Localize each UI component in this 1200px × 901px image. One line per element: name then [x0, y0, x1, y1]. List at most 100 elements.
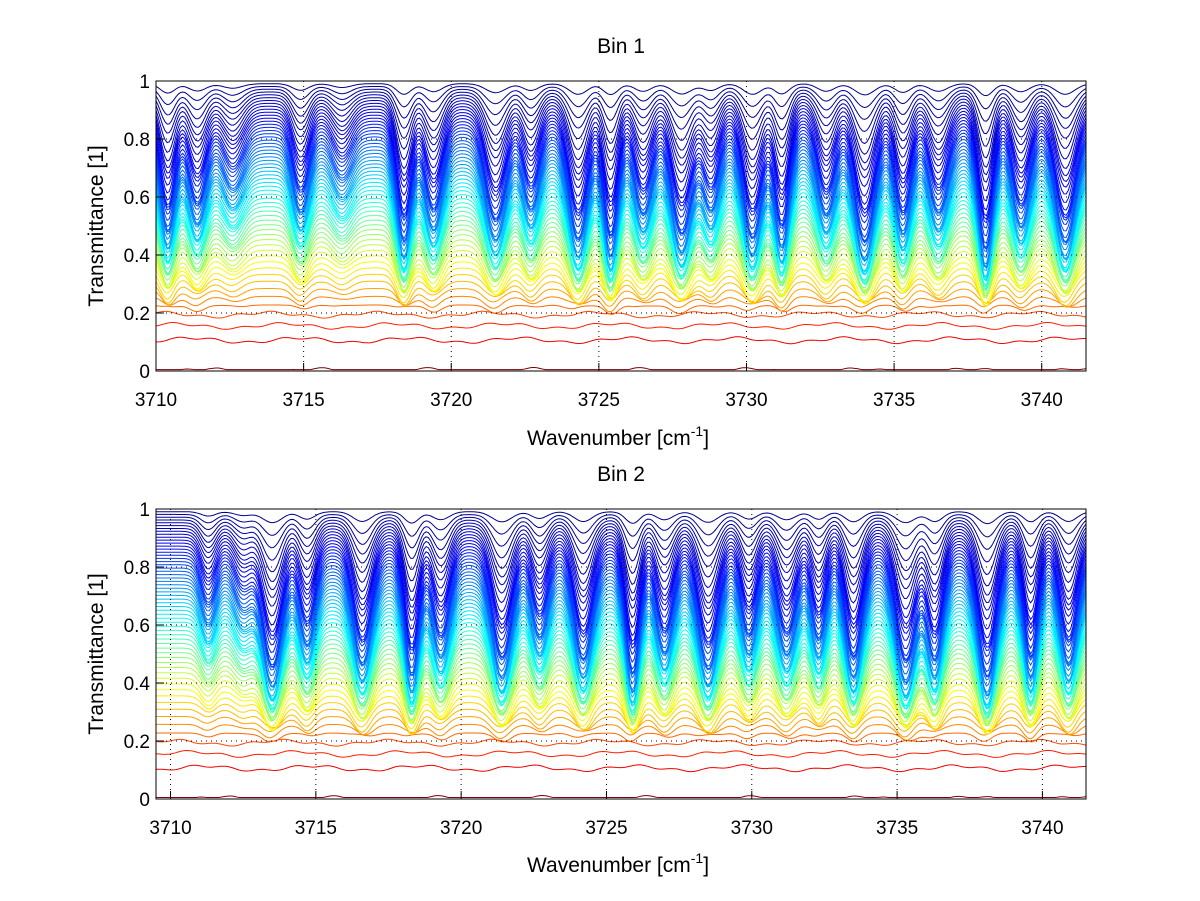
x-tick-label: 3725: [585, 818, 627, 839]
subplot-bin-1: Bin 1 3710 3715 3720 3725 3730 3735 3740 00.20…: [85, 35, 1087, 450]
spectrum-line: [156, 539, 1086, 630]
spectrum-line: [156, 511, 1086, 525]
spectra-lines: [156, 508, 1086, 798]
spectrum-line: [156, 723, 1086, 741]
spectrum-line: [156, 732, 1086, 743]
y-tick-label: 0.8: [124, 130, 150, 151]
y-tick-label: 0.4: [124, 674, 151, 695]
spectrum-line: [156, 100, 1086, 168]
spectrum-line: [156, 146, 1086, 253]
spectrum-line: [156, 548, 1086, 648]
x-tick-label: 3715: [295, 818, 337, 839]
spectrum-line: [156, 249, 1086, 298]
spectrum-line: [156, 153, 1086, 265]
spectrum-line: [156, 244, 1086, 295]
x-tick-label: 3735: [876, 818, 918, 839]
x-tick-label: 3730: [731, 818, 773, 839]
spectrum-line: [156, 367, 1086, 371]
spectrum-line: [156, 530, 1086, 604]
spectrum-line: [156, 197, 1086, 285]
spectrum-line: [156, 701, 1086, 735]
spectrum-line: [156, 273, 1086, 307]
y-axis-ticks: 0 0.2 0.4 0.6 0.8 1: [124, 72, 164, 383]
y-tick-label: 0: [139, 790, 150, 811]
x-axis-label: Wavenumber [cm-1]: [527, 423, 709, 450]
spectrum-line: [156, 598, 1086, 700]
spectra-lines: [156, 80, 1086, 371]
spectrum-line: [156, 224, 1086, 293]
y-axis-ticks: 0 0.2 0.4 0.6 0.8 1: [124, 500, 164, 811]
x-tick-label: 3720: [440, 818, 482, 839]
spectrum-line: [156, 336, 1086, 345]
grid-lines: [156, 509, 1086, 799]
spectrum-line: [156, 123, 1086, 224]
spectrum-line: [156, 695, 1086, 735]
spectrum-line: [156, 513, 1086, 538]
spectrum-line: [156, 310, 1086, 319]
chart-title: Bin 1: [597, 35, 645, 58]
x-tick-label: 3740: [1021, 390, 1063, 411]
spectrum-line: [156, 234, 1086, 299]
spectrum-line: [156, 280, 1086, 307]
y-tick-label: 1: [139, 72, 150, 93]
spectrum-line: [156, 321, 1086, 330]
spectrum-line: [156, 239, 1086, 298]
spectrum-line: [156, 577, 1086, 687]
spectrum-line: [156, 86, 1086, 110]
y-tick-label: 0.8: [124, 558, 150, 579]
spectrum-line: [156, 193, 1086, 282]
x-tick-label: 3740: [1021, 818, 1063, 839]
spectrum-line: [156, 91, 1086, 135]
spectrum-line: [156, 545, 1086, 645]
y-tick-label: 0.6: [124, 616, 150, 637]
spectrum-line: [156, 261, 1086, 304]
x-tick-label: 3730: [725, 390, 767, 411]
spectrum-line: [156, 94, 1086, 147]
spectrum-line: [156, 794, 1086, 798]
y-tick-label: 0.4: [124, 246, 151, 267]
spectrum-line: [156, 111, 1086, 202]
spectrum-line: [156, 522, 1086, 576]
spectrum-line: [156, 97, 1086, 159]
spectrum-line: [156, 554, 1086, 658]
spectrum-line: [156, 102, 1086, 176]
spectrum-line: [156, 304, 1086, 316]
spectrum-line: [156, 662, 1086, 727]
chart-title: Bin 2: [597, 463, 645, 486]
spectrum-line: [156, 574, 1086, 681]
y-tick-label: 0.6: [124, 188, 150, 209]
y-tick-label: 0.2: [124, 732, 150, 753]
x-tick-label: 3735: [873, 390, 915, 411]
spectrum-line: [156, 551, 1086, 652]
spectrum-line: [156, 536, 1086, 620]
spectrum-line: [156, 114, 1086, 211]
spectrum-line: [156, 83, 1086, 97]
x-axis-ticks: 3710 3715 3720 3725 3730 3735 3740: [135, 363, 1063, 411]
y-axis-label: Transmittance [1]: [85, 145, 108, 306]
spectrum-line: [156, 528, 1086, 596]
spectrum-line: [156, 229, 1086, 297]
spectrum-line: [156, 749, 1086, 758]
x-axis-ticks: 3710 3715 3720 3725 3730 3735 3740: [149, 791, 1064, 839]
spectrum-line: [156, 557, 1086, 666]
x-tick-label: 3710: [135, 390, 177, 411]
spectrum-line: [156, 689, 1086, 733]
spectrum-line: [156, 519, 1086, 563]
spectrum-line: [156, 267, 1086, 307]
x-tick-label: 3715: [282, 390, 324, 411]
subplot-bin-2: Bin 2 3710 3715 3720 3725 3730 3735 3740 00.20…: [85, 463, 1087, 877]
spectrum-line: [156, 255, 1086, 302]
spectrum-line: [156, 516, 1086, 550]
x-tick-label: 3725: [578, 390, 620, 411]
spectrum-line: [156, 174, 1086, 278]
y-tick-label: 0.2: [124, 304, 150, 325]
x-axis-label: Wavenumber [cm-1]: [527, 850, 709, 877]
spectrum-line: [156, 129, 1086, 237]
spectrum-line: [156, 202, 1086, 290]
spectrum-line: [156, 108, 1086, 192]
spectrum-line: [156, 764, 1086, 773]
spectrum-line: [156, 542, 1086, 639]
spectrum-line: [156, 533, 1086, 611]
spectrum-line: [156, 88, 1086, 122]
